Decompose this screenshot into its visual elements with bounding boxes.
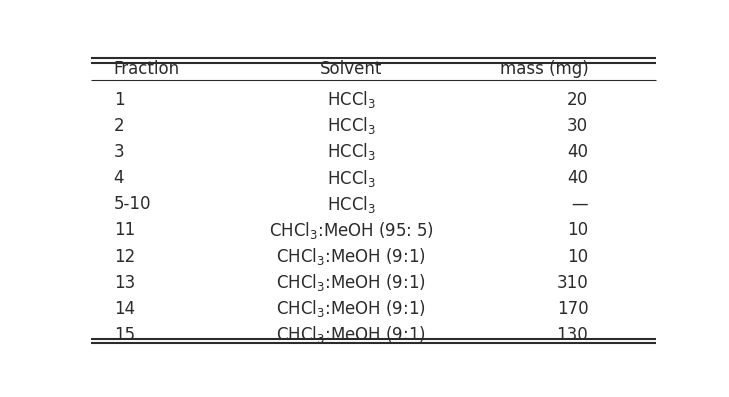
Text: 20: 20 [567,91,588,109]
Text: HCCl$_3$: HCCl$_3$ [327,89,375,110]
Text: 40: 40 [567,143,588,161]
Text: —: — [572,195,588,213]
Text: HCCl$_3$: HCCl$_3$ [327,168,375,189]
Text: 12: 12 [114,247,135,266]
Text: CHCl$_3$:MeOH (9:1): CHCl$_3$:MeOH (9:1) [276,324,426,345]
Text: 4: 4 [114,169,124,187]
Text: 13: 13 [114,274,135,292]
Text: HCCl$_3$: HCCl$_3$ [327,115,375,136]
Text: Fraction: Fraction [114,60,180,78]
Text: HCCl$_3$: HCCl$_3$ [327,194,375,215]
Text: 130: 130 [556,326,588,344]
Text: HCCl$_3$: HCCl$_3$ [327,141,375,162]
Text: CHCl$_3$:MeOH (9:1): CHCl$_3$:MeOH (9:1) [276,246,426,267]
Text: 10: 10 [567,247,588,266]
Text: 2: 2 [114,117,125,135]
Text: 10: 10 [567,222,588,239]
Text: 170: 170 [557,300,588,318]
Text: 40: 40 [567,169,588,187]
Text: 310: 310 [556,274,588,292]
Text: CHCl$_3$:MeOH (9:1): CHCl$_3$:MeOH (9:1) [276,298,426,319]
Text: 15: 15 [114,326,135,344]
Text: 30: 30 [567,117,588,135]
Text: CHCl$_3$:MeOH (95: 5): CHCl$_3$:MeOH (95: 5) [268,220,434,241]
Text: 1: 1 [114,91,125,109]
Text: 5-10: 5-10 [114,195,151,213]
Text: mass (mg): mass (mg) [499,60,588,78]
Text: Solvent: Solvent [320,60,382,78]
Text: 3: 3 [114,143,125,161]
Text: CHCl$_3$:MeOH (9:1): CHCl$_3$:MeOH (9:1) [276,272,426,293]
Text: 14: 14 [114,300,135,318]
Text: 11: 11 [114,222,135,239]
